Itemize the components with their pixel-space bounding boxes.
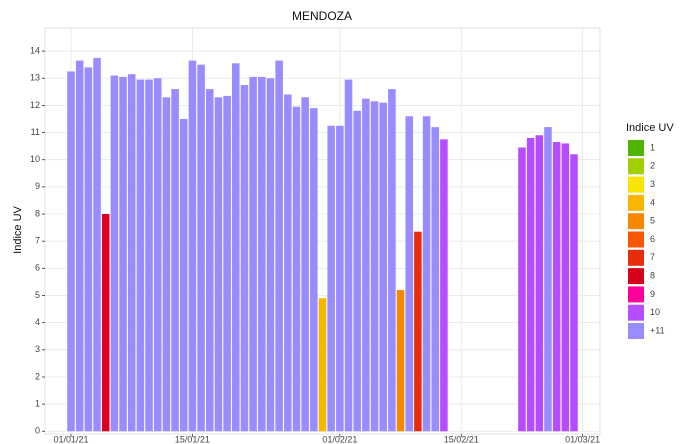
bar xyxy=(344,79,353,432)
bar xyxy=(327,125,335,432)
y-tick-label: 4 xyxy=(35,317,40,327)
bar xyxy=(179,118,188,432)
legend-label: 7 xyxy=(650,252,655,262)
legend-label: 2 xyxy=(650,161,655,171)
legend-swatch xyxy=(628,304,644,321)
legend-swatch xyxy=(628,249,644,266)
legend-label: +11 xyxy=(650,325,665,335)
bar xyxy=(370,101,379,432)
bar xyxy=(292,106,301,432)
bar xyxy=(518,147,526,432)
legend-label: 6 xyxy=(650,234,655,244)
bar xyxy=(205,89,214,432)
bar xyxy=(84,67,93,432)
bar xyxy=(310,108,318,432)
legend-label: 5 xyxy=(650,216,655,226)
legend-label: 4 xyxy=(650,197,655,207)
legend-swatch xyxy=(628,213,644,230)
bar xyxy=(353,110,361,432)
bar xyxy=(110,75,119,432)
y-tick-label: 6 xyxy=(35,263,40,273)
bar xyxy=(127,74,136,432)
bar xyxy=(275,60,283,432)
y-tick-label: 2 xyxy=(35,371,40,381)
bar xyxy=(249,76,257,432)
bar xyxy=(214,97,223,432)
legend-label: 9 xyxy=(650,289,655,299)
y-tick-label: 13 xyxy=(30,73,40,83)
bar xyxy=(75,60,84,432)
bar xyxy=(570,154,578,432)
bar xyxy=(544,127,552,432)
y-tick-label: 1 xyxy=(35,399,40,409)
bar xyxy=(414,231,422,432)
x-tick-label: 01/03/21 xyxy=(565,434,600,444)
bar xyxy=(162,97,171,432)
y-tick-label: 5 xyxy=(35,290,40,300)
legend-swatch xyxy=(628,140,644,156)
y-tick-label: 0 xyxy=(35,426,40,436)
y-tick-label: 3 xyxy=(35,344,40,354)
bar xyxy=(101,214,110,432)
bar xyxy=(431,127,440,432)
bar xyxy=(197,64,205,432)
legend-label: 10 xyxy=(650,307,660,317)
chart-title: MENDOZA xyxy=(292,9,352,23)
x-tick-label: 15/02/21 xyxy=(444,434,479,444)
bar xyxy=(336,125,344,432)
bar xyxy=(422,116,431,432)
legend-title: Indice UV xyxy=(626,122,674,134)
bar xyxy=(405,116,413,432)
bar xyxy=(535,135,544,432)
bar xyxy=(136,79,145,432)
bar xyxy=(526,137,535,432)
legend-label: 8 xyxy=(650,270,655,280)
y-tick-label: 7 xyxy=(35,236,40,246)
bar xyxy=(240,85,249,432)
legend-swatch xyxy=(628,286,644,303)
legend-label: 3 xyxy=(650,179,655,189)
legend-swatch xyxy=(628,158,644,175)
bar xyxy=(171,89,179,432)
y-axis-title: Indice UV xyxy=(12,205,24,253)
legend-swatch xyxy=(628,323,644,339)
bar xyxy=(119,76,127,432)
bar xyxy=(379,102,387,432)
bar xyxy=(258,76,266,432)
bar xyxy=(223,95,231,432)
x-tick-label: 01/02/21 xyxy=(322,434,357,444)
y-tick-label: 9 xyxy=(35,181,40,191)
bar xyxy=(318,298,327,432)
legend-swatch xyxy=(628,268,644,285)
bar xyxy=(440,139,448,432)
bar xyxy=(284,94,292,432)
legend-swatch xyxy=(628,231,644,248)
bar xyxy=(301,97,309,432)
bar xyxy=(188,60,197,432)
bar xyxy=(153,78,162,432)
bar xyxy=(93,57,101,432)
bar xyxy=(552,142,561,432)
y-tick-label: 10 xyxy=(30,154,40,164)
bar xyxy=(561,143,570,432)
bar xyxy=(396,290,405,432)
legend-swatch xyxy=(628,176,644,193)
bar xyxy=(232,63,240,432)
x-tick-label: 15/01/21 xyxy=(175,434,210,444)
x-tick-label: 01/01/21 xyxy=(53,434,88,444)
legend-label: 1 xyxy=(650,142,655,152)
bar xyxy=(266,78,275,432)
bar xyxy=(362,98,370,432)
bar xyxy=(67,71,75,432)
legend-swatch xyxy=(628,194,644,211)
y-tick-label: 12 xyxy=(30,100,40,110)
y-tick-label: 8 xyxy=(35,208,40,218)
bar xyxy=(145,79,153,432)
y-tick-label: 14 xyxy=(30,45,40,55)
bar xyxy=(388,89,396,432)
y-tick-label: 11 xyxy=(31,127,40,137)
